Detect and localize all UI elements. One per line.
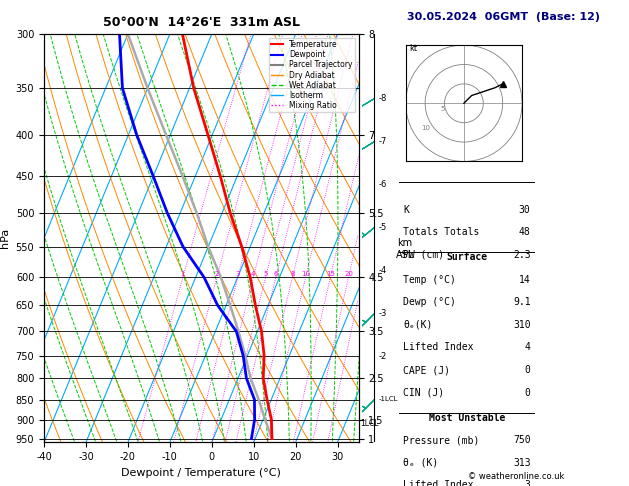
- Text: 10: 10: [301, 271, 310, 278]
- Text: 14: 14: [519, 275, 531, 285]
- Text: 1LCL: 1LCL: [360, 419, 379, 428]
- Text: 30.05.2024  06GMT  (Base: 12): 30.05.2024 06GMT (Base: 12): [407, 12, 599, 22]
- Text: -4: -4: [379, 266, 387, 275]
- Text: 5: 5: [441, 106, 445, 112]
- Text: Dewp (°C): Dewp (°C): [403, 297, 457, 308]
- Text: -3: -3: [379, 309, 387, 318]
- Text: -1LCL: -1LCL: [379, 396, 398, 402]
- Text: Pressure (mb): Pressure (mb): [403, 435, 480, 445]
- Text: © weatheronline.co.uk: © weatheronline.co.uk: [467, 472, 564, 481]
- Text: 10: 10: [421, 125, 430, 131]
- Text: Most Unstable: Most Unstable: [429, 413, 505, 423]
- Text: 48: 48: [519, 227, 531, 237]
- Text: 8: 8: [290, 271, 295, 278]
- Text: 4: 4: [525, 343, 531, 352]
- Text: -8: -8: [379, 94, 387, 103]
- X-axis label: Dewpoint / Temperature (°C): Dewpoint / Temperature (°C): [121, 468, 281, 478]
- Text: CIN (J): CIN (J): [403, 387, 445, 398]
- Text: PW (cm): PW (cm): [403, 250, 445, 260]
- Text: 15: 15: [326, 271, 335, 278]
- Text: -7: -7: [379, 137, 387, 146]
- Legend: Temperature, Dewpoint, Parcel Trajectory, Dry Adiabat, Wet Adiabat, Isotherm, Mi: Temperature, Dewpoint, Parcel Trajectory…: [269, 38, 355, 112]
- Text: 750: 750: [513, 435, 531, 445]
- Text: 0: 0: [525, 387, 531, 398]
- Text: -2: -2: [379, 352, 387, 361]
- Text: θₑ (K): θₑ (K): [403, 458, 438, 468]
- Text: θₑ(K): θₑ(K): [403, 320, 433, 330]
- Text: Totals Totals: Totals Totals: [403, 227, 480, 237]
- Text: 2: 2: [214, 271, 219, 278]
- Text: -6: -6: [379, 180, 387, 189]
- Text: 3: 3: [525, 480, 531, 486]
- Text: Temp (°C): Temp (°C): [403, 275, 457, 285]
- Text: 310: 310: [513, 320, 531, 330]
- Text: 2.3: 2.3: [513, 250, 531, 260]
- Text: 6: 6: [274, 271, 278, 278]
- Text: CAPE (J): CAPE (J): [403, 365, 450, 375]
- Text: 9.1: 9.1: [513, 297, 531, 308]
- Text: 0: 0: [525, 365, 531, 375]
- Y-axis label: hPa: hPa: [0, 228, 10, 248]
- Text: 1: 1: [181, 271, 185, 278]
- Text: K: K: [403, 205, 409, 215]
- Text: Surface: Surface: [447, 252, 487, 262]
- Text: kt: kt: [409, 44, 418, 53]
- Text: 5: 5: [264, 271, 268, 278]
- Text: 313: 313: [513, 458, 531, 468]
- Text: 20: 20: [344, 271, 353, 278]
- Text: 4: 4: [251, 271, 255, 278]
- Text: 3: 3: [236, 271, 240, 278]
- Title: 50°00'N  14°26'E  331m ASL: 50°00'N 14°26'E 331m ASL: [103, 16, 300, 29]
- Text: -5: -5: [379, 223, 387, 232]
- Text: Lifted Index: Lifted Index: [403, 480, 474, 486]
- Y-axis label: km
ASL: km ASL: [396, 238, 414, 260]
- Text: Lifted Index: Lifted Index: [403, 343, 474, 352]
- Text: 30: 30: [519, 205, 531, 215]
